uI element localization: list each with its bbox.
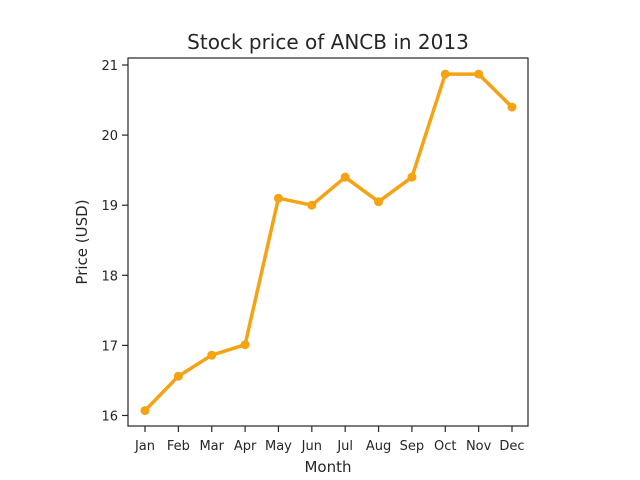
- y-axis-title: Price (USD): [73, 199, 91, 284]
- x-tick-label: Sep: [400, 439, 425, 454]
- y-tick-label: 21: [101, 59, 118, 74]
- y-axis: 16 17 18 19 20 21: [101, 59, 128, 424]
- x-axis-title: Month: [304, 458, 351, 476]
- x-tick-label: Mar: [199, 439, 224, 454]
- x-tick-label: Jan: [134, 439, 155, 454]
- series-line: [143, 72, 514, 413]
- data-point: [374, 197, 384, 207]
- data-point: [440, 69, 450, 79]
- x-tick-label: Aug: [366, 439, 391, 454]
- x-tick-label: May: [265, 439, 292, 454]
- data-point: [307, 200, 317, 210]
- data-point: [207, 350, 217, 360]
- y-tick-label: 18: [101, 269, 118, 284]
- y-tick-label: 16: [101, 409, 118, 424]
- data-point: [273, 193, 283, 203]
- x-tick-label: Feb: [167, 439, 190, 454]
- data-point: [407, 172, 417, 182]
- x-tick-label: Dec: [499, 439, 524, 454]
- x-tick-label: Oct: [434, 439, 456, 454]
- data-point: [340, 172, 350, 182]
- data-point: [507, 102, 517, 112]
- data-point: [474, 69, 484, 79]
- chart-title: Stock price of ANCB in 2013: [187, 30, 469, 54]
- y-tick-label: 19: [101, 199, 118, 214]
- y-tick-label: 20: [101, 129, 118, 144]
- data-point: [140, 406, 150, 416]
- data-point: [173, 371, 183, 381]
- x-tick-label: Jun: [301, 439, 322, 454]
- x-axis: Jan Feb Mar Apr May Jun Jul Aug Sep Oct Nov Dec: [134, 426, 525, 454]
- x-tick-label: Jul: [336, 439, 353, 454]
- plot-frame: [127, 57, 529, 427]
- series-layer: [140, 69, 517, 416]
- data-point: [240, 340, 250, 350]
- x-tick-label: Nov: [466, 439, 492, 454]
- x-tick-label: Apr: [234, 439, 257, 454]
- y-tick-label: 17: [101, 339, 118, 354]
